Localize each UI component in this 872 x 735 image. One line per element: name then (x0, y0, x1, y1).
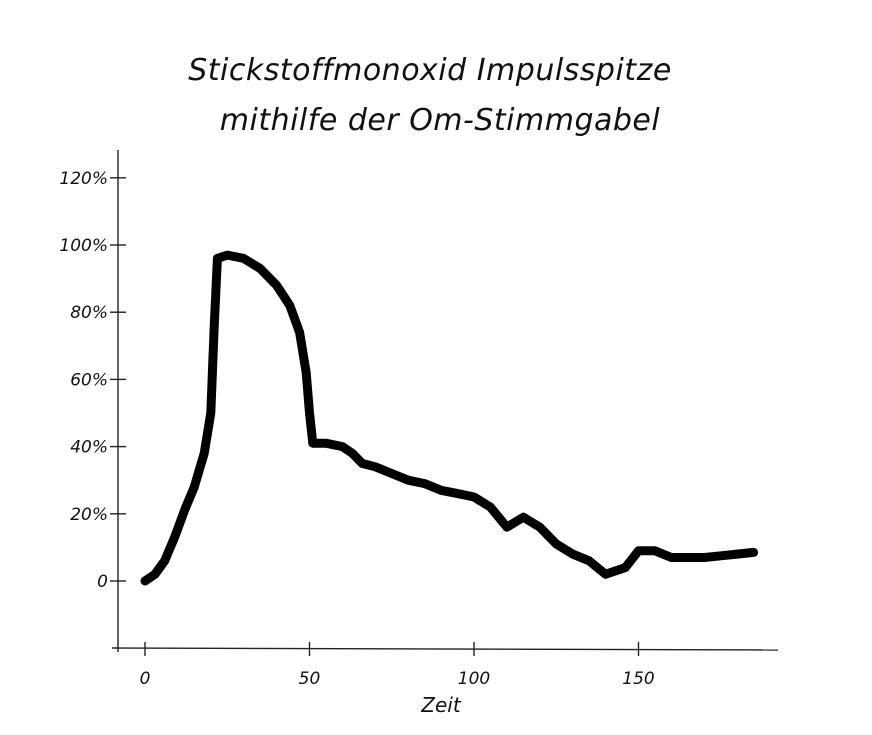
x-tick-label: 50 (299, 669, 321, 689)
x-tick-label: 150 (622, 669, 654, 689)
chart-title-line-2: mithilfe der Om-Stimmgabel (220, 103, 661, 138)
x-tick-label: 0 (140, 669, 151, 689)
y-tick-label: 0 (97, 572, 108, 592)
series-line (140, 250, 759, 586)
x-axis (111, 647, 779, 651)
x-tick-label: 100 (458, 669, 490, 689)
y-tick-label: 100% (59, 236, 108, 256)
y-tick-label: 60% (70, 370, 108, 390)
y-tick-label: 20% (70, 505, 108, 525)
y-tick-label: 80% (70, 303, 108, 323)
x-axis-ticks: 0 50 100 150 (140, 642, 655, 689)
y-tick-label: 120% (59, 169, 108, 189)
x-axis-label: Zeit (420, 693, 462, 717)
y-axis-ticks: 0 20% 40% 60% 80% 100% 120% (59, 169, 126, 592)
y-tick-label: 40% (70, 438, 108, 458)
chart-title-line-1: Stickstoffmonoxid Impulsspitze (188, 53, 672, 88)
